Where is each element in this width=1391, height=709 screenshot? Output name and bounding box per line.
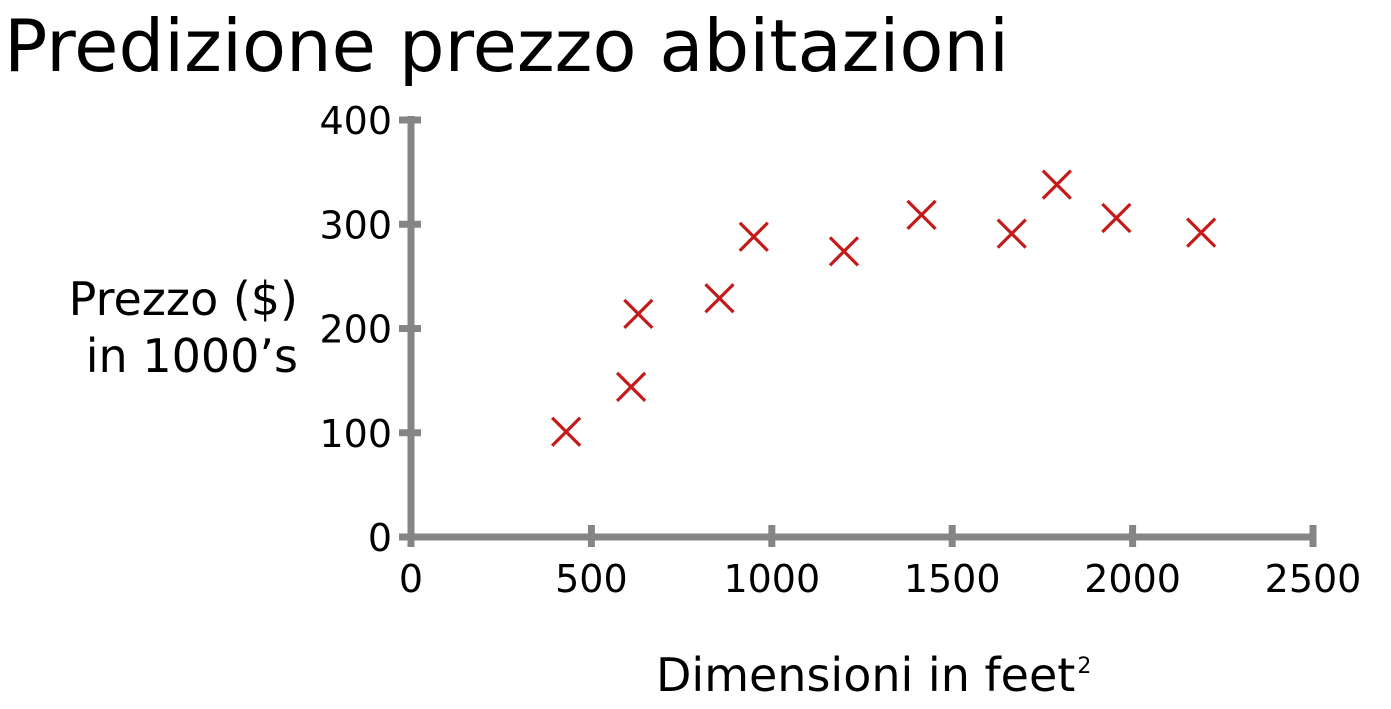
data-point-2 (615, 371, 647, 403)
y-tick-label-200: 200 (319, 308, 392, 352)
data-point-5 (738, 221, 769, 252)
x-axis-label: Dimensioni in feet2 (656, 639, 1091, 703)
y-tick-label-100: 100 (319, 412, 392, 456)
y-axis-label-line-2: in 1000’s (85, 329, 298, 383)
y-axis-label-line-1: Prezzo ($) (68, 272, 298, 326)
data-point-9 (1041, 169, 1072, 200)
data-point-7 (906, 199, 937, 230)
x-tick-label-500: 500 (555, 557, 628, 601)
y-tick-label-400: 400 (319, 99, 392, 143)
x-tick-label-1000: 1000 (723, 557, 820, 601)
data-point-8 (996, 218, 1027, 249)
x-tick-label-2000: 2000 (1084, 557, 1181, 601)
data-point-3 (623, 298, 654, 330)
x-axis-label-text: Dimensioni in feet (656, 648, 1076, 702)
data-point-10 (1101, 202, 1132, 234)
data-point-6 (828, 236, 860, 267)
x-axis-label-superscript: 2 (1077, 654, 1092, 679)
x-tick-label-0: 0 (399, 557, 423, 601)
chart-title: Predizione prezzo abitazioni (4, 4, 1010, 88)
y-tick-label-0: 0 (368, 516, 392, 560)
y-axis-label: Prezzo ($) in 1000’s (0, 271, 298, 385)
x-tick-label-1500: 1500 (904, 557, 1001, 601)
data-point-1 (551, 416, 582, 447)
data-point-11 (1186, 217, 1217, 248)
data-point-4 (704, 283, 735, 314)
x-tick-label-2500: 2500 (1265, 557, 1362, 601)
y-tick-label-300: 300 (319, 203, 392, 247)
